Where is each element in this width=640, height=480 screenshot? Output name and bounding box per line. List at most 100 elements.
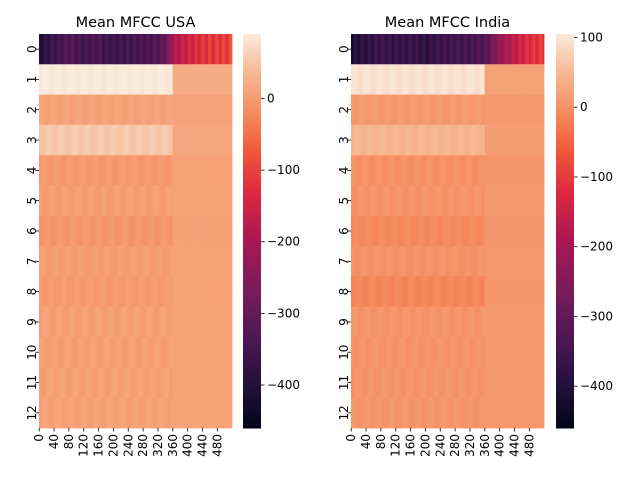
heatmap-cell [48, 124, 51, 156]
heatmap-cell [443, 215, 447, 247]
heatmap-cell [414, 246, 417, 277]
heatmap-cell [157, 124, 161, 156]
heatmap-cell [142, 337, 146, 368]
heatmap-cell [499, 94, 502, 126]
heatmap-cell [107, 124, 110, 156]
heatmap-cell [402, 215, 406, 247]
colorbar-segment [243, 283, 261, 288]
heatmap-cell [473, 64, 476, 96]
heatmap-cell [386, 276, 389, 308]
heatmap-cell [388, 185, 391, 217]
heatmap-cell [408, 215, 411, 247]
heatmap-cell [189, 155, 192, 186]
heatmap-cell [154, 215, 157, 247]
heatmap-cell [181, 185, 185, 217]
heatmap-cell [128, 397, 131, 429]
heatmap-cell [42, 34, 45, 65]
heatmap-cell [519, 64, 523, 96]
y-tick-label: 10 [25, 345, 39, 360]
heatmap-cell [44, 306, 47, 338]
heatmap-cell [196, 124, 199, 156]
heatmap-cell [144, 94, 148, 126]
heatmap-cell [493, 337, 497, 368]
heatmap-cell [111, 276, 114, 308]
heatmap-cell [174, 215, 177, 247]
heatmap-cell [382, 64, 385, 96]
heatmap-cell [165, 185, 168, 217]
heatmap-cell [536, 306, 539, 338]
heatmap-cell [230, 185, 233, 217]
heatmap-cell [202, 276, 205, 308]
heatmap-cell [477, 276, 480, 308]
heatmap-cell [401, 276, 404, 308]
heatmap-cell [427, 185, 430, 217]
heatmap-cell [417, 397, 421, 429]
heatmap-cell [74, 185, 77, 217]
heatmap-cell [425, 124, 428, 156]
heatmap-cell [510, 276, 513, 308]
heatmap-cell [159, 276, 162, 308]
heatmap-cell [170, 155, 174, 186]
heatmap-cell [154, 306, 157, 338]
heatmap-row [351, 155, 545, 186]
heatmap-cell [220, 246, 224, 277]
heatmap-cell [137, 155, 140, 186]
heatmap-cell [393, 185, 396, 217]
colorbar-segment [556, 178, 574, 183]
heatmap-cell [440, 276, 443, 308]
heatmap-cell [105, 367, 109, 399]
heatmap-cell [187, 155, 190, 186]
heatmap-cell [165, 34, 168, 65]
heatmap-cell [540, 397, 543, 429]
heatmap-cell [159, 215, 162, 247]
heatmap-cell [516, 124, 519, 156]
heatmap-cell [144, 337, 148, 368]
heatmap-cell [521, 64, 524, 96]
heatmap-cell [523, 397, 526, 429]
heatmap-cell [404, 215, 408, 247]
heatmap-cell [519, 215, 523, 247]
heatmap-cell [113, 306, 116, 338]
heatmap-cell [170, 94, 174, 126]
heatmap-cell [50, 94, 53, 126]
colorbar-segment [243, 237, 261, 242]
heatmap-cell [155, 124, 159, 156]
colorbar-segment [556, 319, 574, 324]
colorbar-segment [556, 99, 574, 104]
heatmap-cell [402, 124, 406, 156]
heatmap-cell [141, 155, 144, 186]
heatmap-cell [401, 397, 404, 429]
heatmap-cell [222, 124, 225, 156]
heatmap-cell [146, 276, 149, 308]
heatmap-cell [90, 34, 94, 65]
heatmap-cell [373, 306, 376, 338]
y-tick-label: 5 [25, 197, 39, 205]
heatmap-cell [155, 276, 159, 308]
heatmap-cell [120, 215, 123, 247]
heatmap-cell [402, 64, 406, 96]
heatmap-cell [402, 34, 406, 65]
heatmap-cell [493, 276, 497, 308]
heatmap-cell [122, 34, 125, 65]
heatmap-cell [380, 185, 383, 217]
heatmap-cell [141, 367, 144, 399]
heatmap-cell [176, 34, 179, 65]
heatmap-cell [493, 215, 497, 247]
heatmap-cell [57, 64, 60, 96]
heatmap-cell [430, 155, 434, 186]
heatmap-cell [128, 367, 131, 399]
colorbar-segment [243, 276, 261, 281]
heatmap-cell [180, 215, 183, 247]
heatmap-cell [503, 155, 506, 186]
heatmap-cell [191, 306, 194, 338]
heatmap-cell [423, 397, 426, 429]
colorbar-segment [243, 125, 261, 130]
colorbar-segment [556, 375, 574, 380]
heatmap-cell [226, 215, 229, 247]
heatmap-cell [367, 306, 370, 338]
heatmap-row [39, 124, 233, 156]
heatmap-cell [471, 155, 474, 186]
heatmap-cell [534, 246, 537, 277]
heatmap-cell [486, 94, 489, 126]
heatmap-cell [351, 397, 354, 429]
